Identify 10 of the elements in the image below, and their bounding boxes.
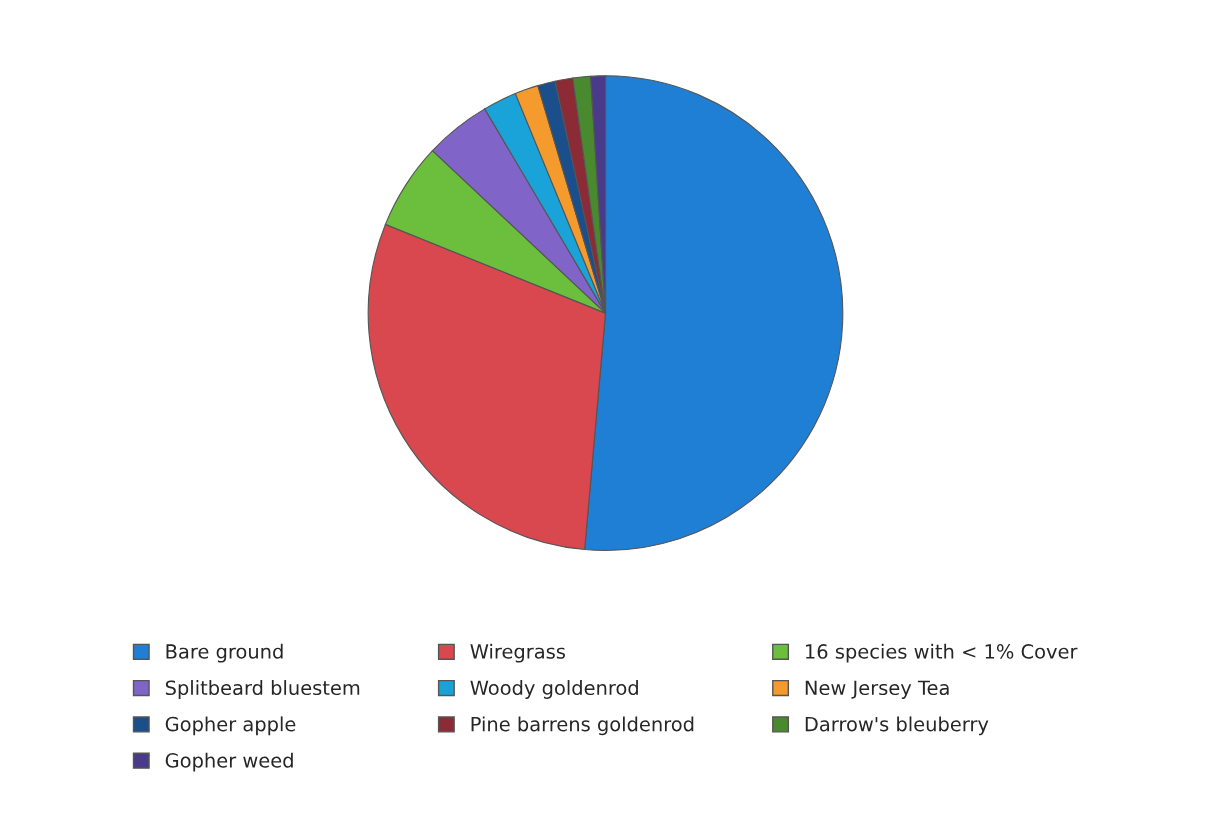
legend-label: Darrow's bleuberry (805, 716, 989, 736)
legend-label: 16 species with < 1% Cover (806, 643, 1078, 663)
legend-label: Gopher apple (165, 716, 296, 736)
legend-label: Bare ground (166, 643, 283, 663)
legend-label: Gopher weed (165, 752, 293, 772)
legend-label: Woody goldenrod (470, 680, 638, 699)
legend-label: Wiregrass (470, 643, 565, 663)
legend-label: Pine barrens goldenrod (471, 716, 694, 736)
legend-label: Splitbeard bluestem (165, 680, 360, 699)
legend-label: New Jersey Tea (805, 680, 949, 699)
